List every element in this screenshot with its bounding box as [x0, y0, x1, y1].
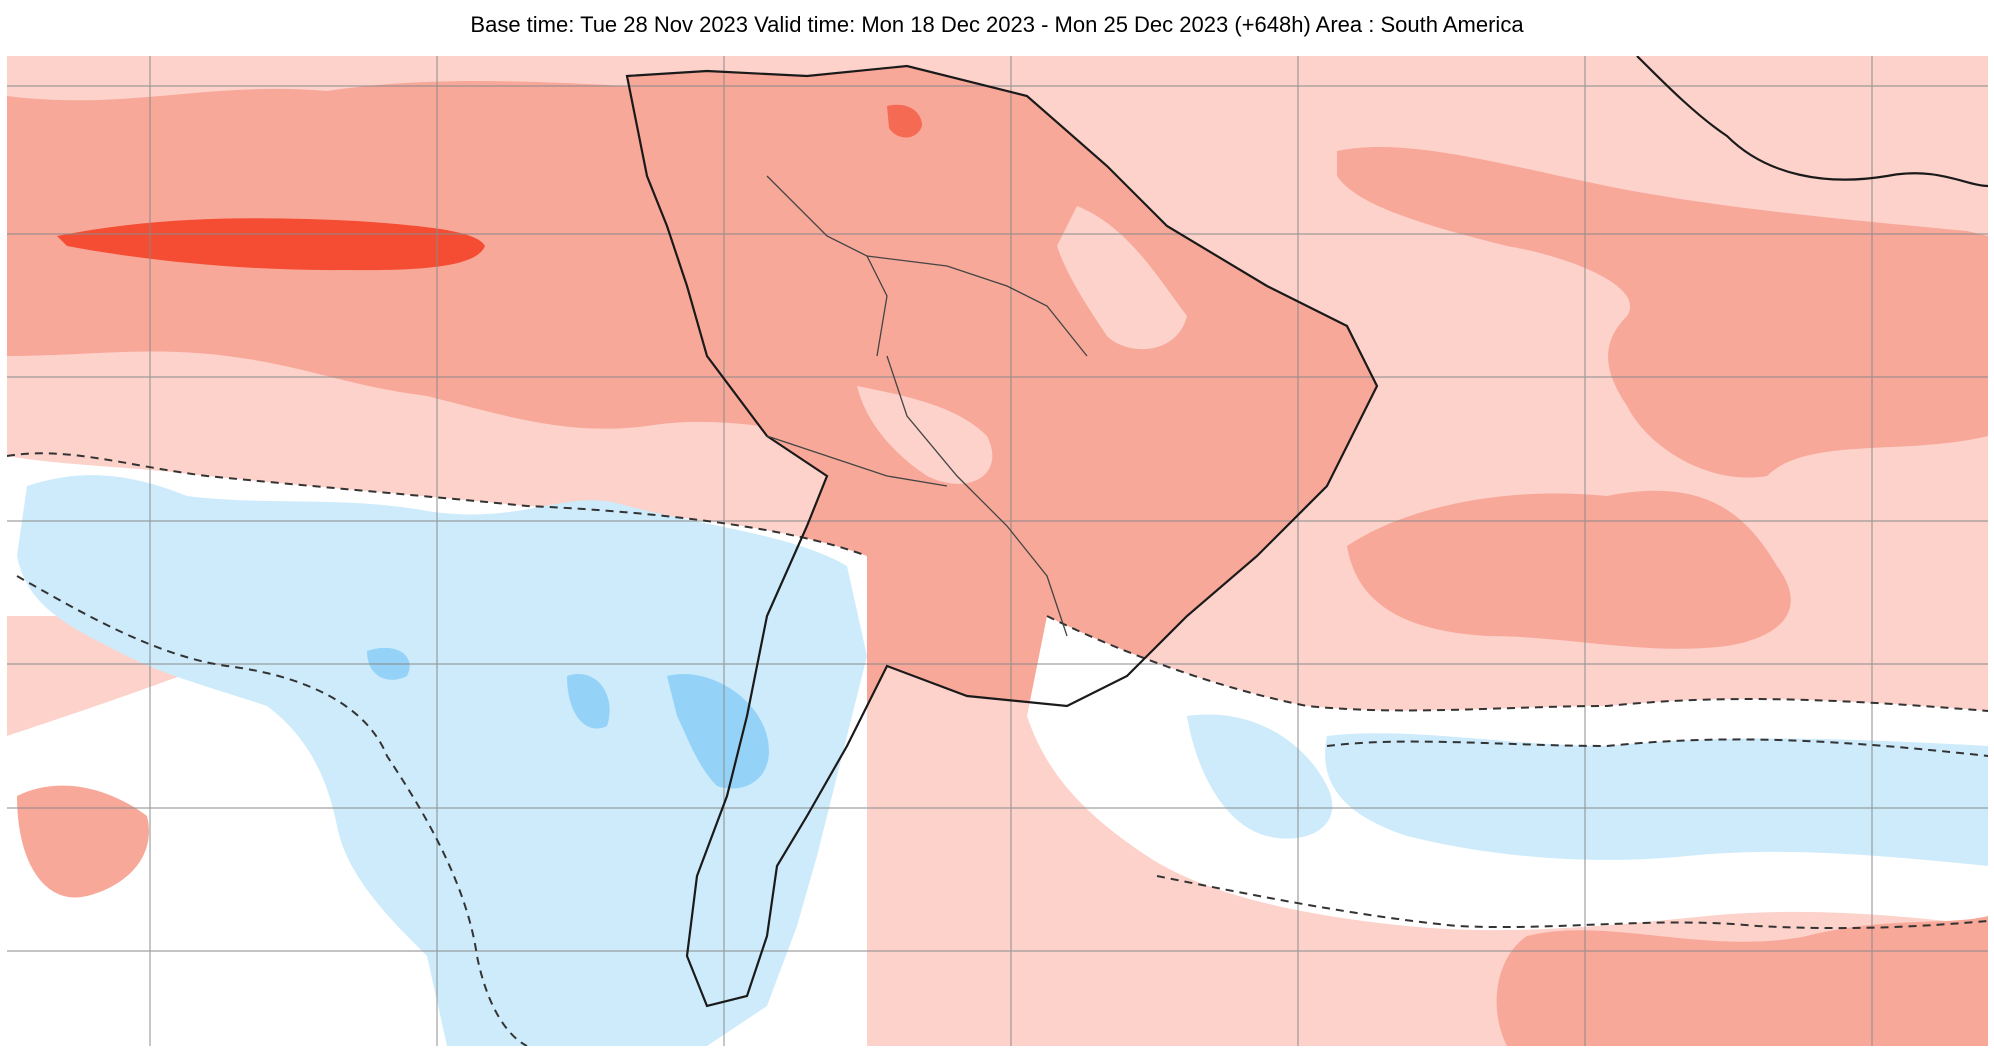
strong-warm-spot-venezuela — [887, 104, 922, 138]
strong-cool-patch-1 — [667, 674, 769, 789]
warm-anomaly-region-south — [1496, 916, 1988, 1046]
warm-anomaly-region-atlantic-south — [1347, 490, 1791, 649]
map-title: Base time: Tue 28 Nov 2023 Valid time: M… — [470, 12, 1524, 37]
map-grid — [7, 56, 1988, 1046]
strong-warm-streak — [57, 218, 485, 271]
map-panel — [7, 56, 1988, 1046]
strong-cool-patch-2 — [567, 674, 610, 729]
south-america-coastline — [625, 64, 1379, 1008]
cool-anomaly-region-pacific — [17, 475, 867, 1046]
country-borders — [766, 175, 1088, 637]
anomaly-map — [7, 56, 1988, 1046]
neutral-warm-patch-central — [857, 386, 993, 484]
zero-contour-dashed — [7, 452, 1988, 1046]
neutral-warm-patch-amazon — [1057, 206, 1187, 350]
africa-coastline — [1636, 56, 1988, 188]
cool-anomaly-region-atlantic — [1187, 714, 1988, 866]
warm-anomaly-region-atlantic-north — [1337, 146, 1988, 478]
warm-anomaly-region-southwest — [17, 785, 149, 898]
